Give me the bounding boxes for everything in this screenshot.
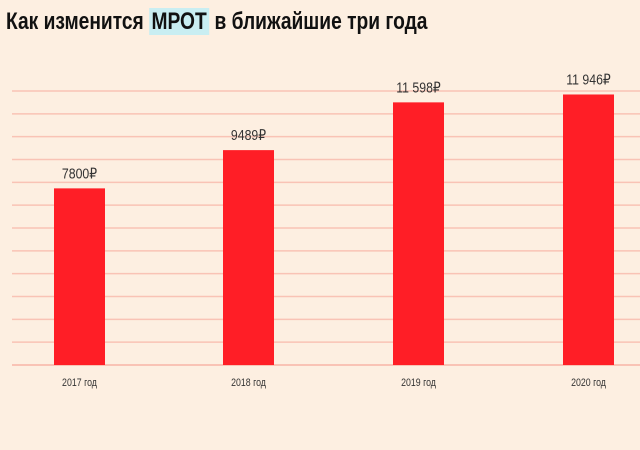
bar [393, 102, 444, 365]
bar [563, 94, 614, 365]
x-tick-label: 2019 год [401, 377, 436, 389]
title-highlight: МРОТ [149, 8, 210, 35]
bar [54, 188, 105, 365]
title-text-end: в ближайшие три года [209, 8, 428, 35]
value-label: 9489₽ [231, 127, 266, 143]
x-tick-label: 2018 год [231, 377, 266, 389]
x-tick-label: 2020 год [571, 377, 606, 389]
chart-title: Как изменится МРОТ в ближайшие три года [6, 8, 427, 36]
value-label: 11 946₽ [566, 71, 611, 87]
bar [223, 150, 274, 365]
value-label: 11 598₽ [396, 79, 441, 95]
value-label: 7800₽ [62, 165, 97, 181]
x-tick-label: 2017 год [62, 377, 97, 389]
title-text: Как изменится [6, 8, 150, 35]
